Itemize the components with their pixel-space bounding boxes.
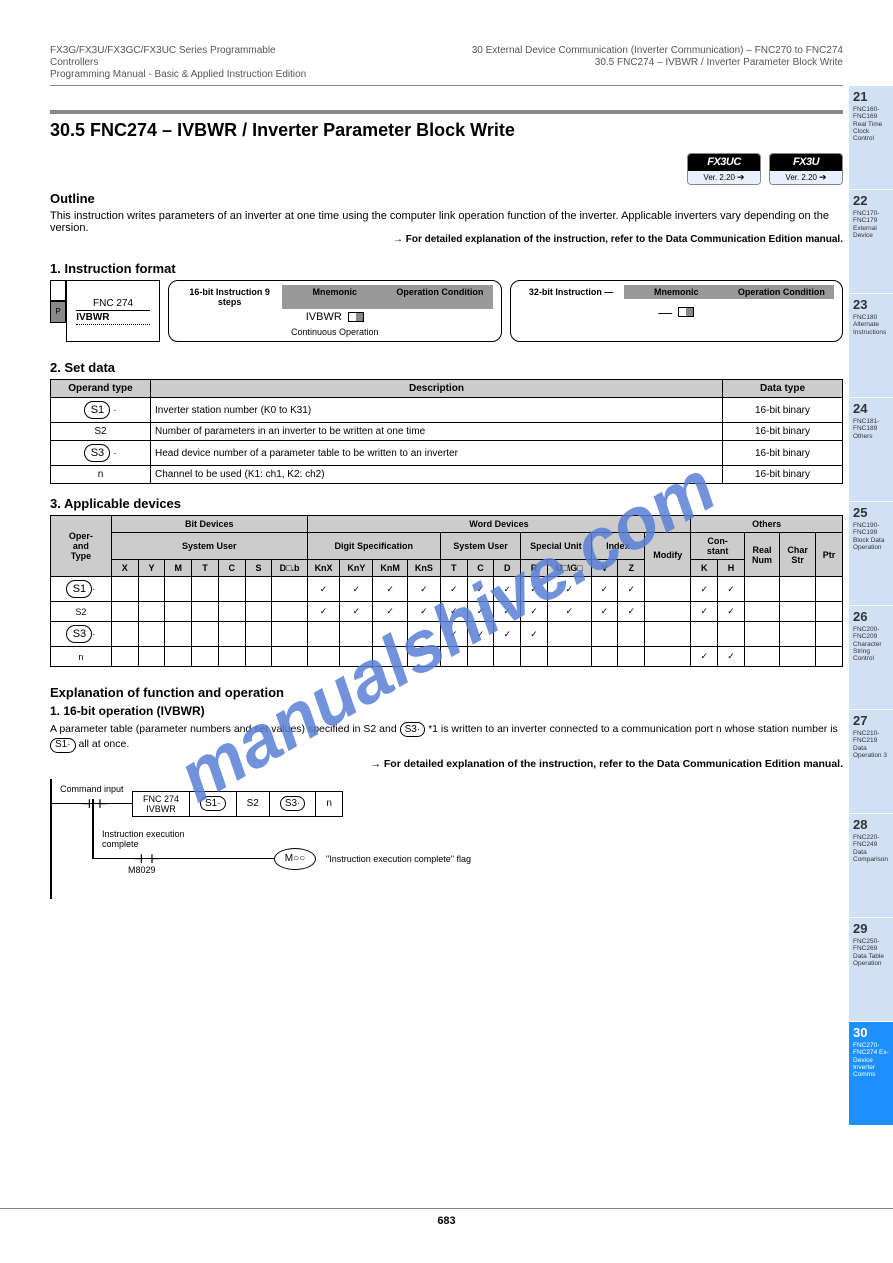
page-content: FX3G/FX3U/FX3GC/FX3UC Series Programmabl… [0,0,893,1263]
mnemonic-32bit: 32-bit Instruction —MnemonicOperation Co… [510,280,844,342]
header-manual: Programming Manual - Basic & Applied Ins… [50,69,310,81]
table-row: n ✓✓ [51,647,843,667]
format-heading: 1. Instruction format [50,261,843,276]
header-product: FX3G/FX3U/FX3GC/FX3UC Series Programmabl… [50,45,310,69]
section-title: 30.5 FNC274 – IVBWR / Inverter Parameter… [50,120,843,141]
fnc-name: IVBWR [76,310,150,325]
table-row: n Channel to be used (K1: ch1, K2: ch2) … [51,466,843,484]
divider [50,110,843,114]
contact-icon: ⊣ ⊢ [82,796,107,812]
function-section: Explanation of function and operation 1.… [50,685,843,899]
outline-ref: → For detailed explanation of the instru… [50,234,843,245]
ladder-instruction: FNC 274 IVBWR S1· S2 S3· n [132,791,343,817]
arrow-icon: ➔ [737,172,745,183]
page-footer: 683 [0,1208,893,1227]
table-row: S3 · Head device number of a parameter t… [51,441,843,466]
version-badges: FX3UC Ver. 2.20➔ FX3U Ver. 2.20➔ [50,153,843,185]
step-icon [348,312,364,322]
setdata-heading: 2. Set data [50,360,843,375]
table-row: S2 ✓✓✓✓✓✓✓✓✓✓✓✓✓ [51,602,843,622]
mnemonic-16bit: 16-bit Instruction 9 stepsMnemonicOperat… [168,280,502,342]
func-ref: → For detailed explanation of the instru… [50,757,843,771]
page-number: 683 [437,1215,455,1227]
badge-fx3uc: FX3UC Ver. 2.20➔ [687,153,761,185]
devices-heading: 3. Applicable devices [50,496,843,511]
badge-fx3u: FX3U Ver. 2.20➔ [769,153,843,185]
header-section: 30.5 FNC274 – IVBWR / Inverter Parameter… [472,57,843,69]
page-header: FX3G/FX3U/FX3GC/FX3UC Series Programmabl… [50,45,843,86]
operand-table: Operand type Description Data type S1 · … [50,379,843,484]
step-icon [678,307,694,317]
format-diagram: P FNC 274 IVBWR 16-bit Instruction 9 ste… [50,280,843,342]
header-chapter: 30 External Device Communication (Invert… [472,45,843,57]
fnc-no: FNC 274 [93,297,133,310]
ladder-diagram: Command input ⊣ ⊢ FNC 274 IVBWR S1· S2 S… [50,779,843,899]
table-row: S1 · Inverter station number (K0 to K31)… [51,398,843,423]
table-row: S3· ✓✓✓✓ [51,622,843,647]
outline-text: This instruction writes parameters of an… [50,210,843,245]
table-row: S2 Number of parameters in an inverter t… [51,423,843,441]
func-heading: Explanation of function and operation [50,685,843,700]
func-subheading: 1. 16-bit operation (IVBWR) [50,704,843,718]
ladder-coil: M○○ [274,848,316,870]
table-row: S1· ✓✓✓✓✓✓✓✓✓✓✓✓✓ [51,577,843,602]
fnc-box: P FNC 274 IVBWR [50,280,160,342]
outline-heading: Outline [50,191,843,206]
devices-table: Oper-andType Bit Devices Word Devices Ot… [50,515,843,667]
func-text: A parameter table (parameter numbers and… [50,722,843,753]
arrow-icon: ➔ [819,172,827,183]
